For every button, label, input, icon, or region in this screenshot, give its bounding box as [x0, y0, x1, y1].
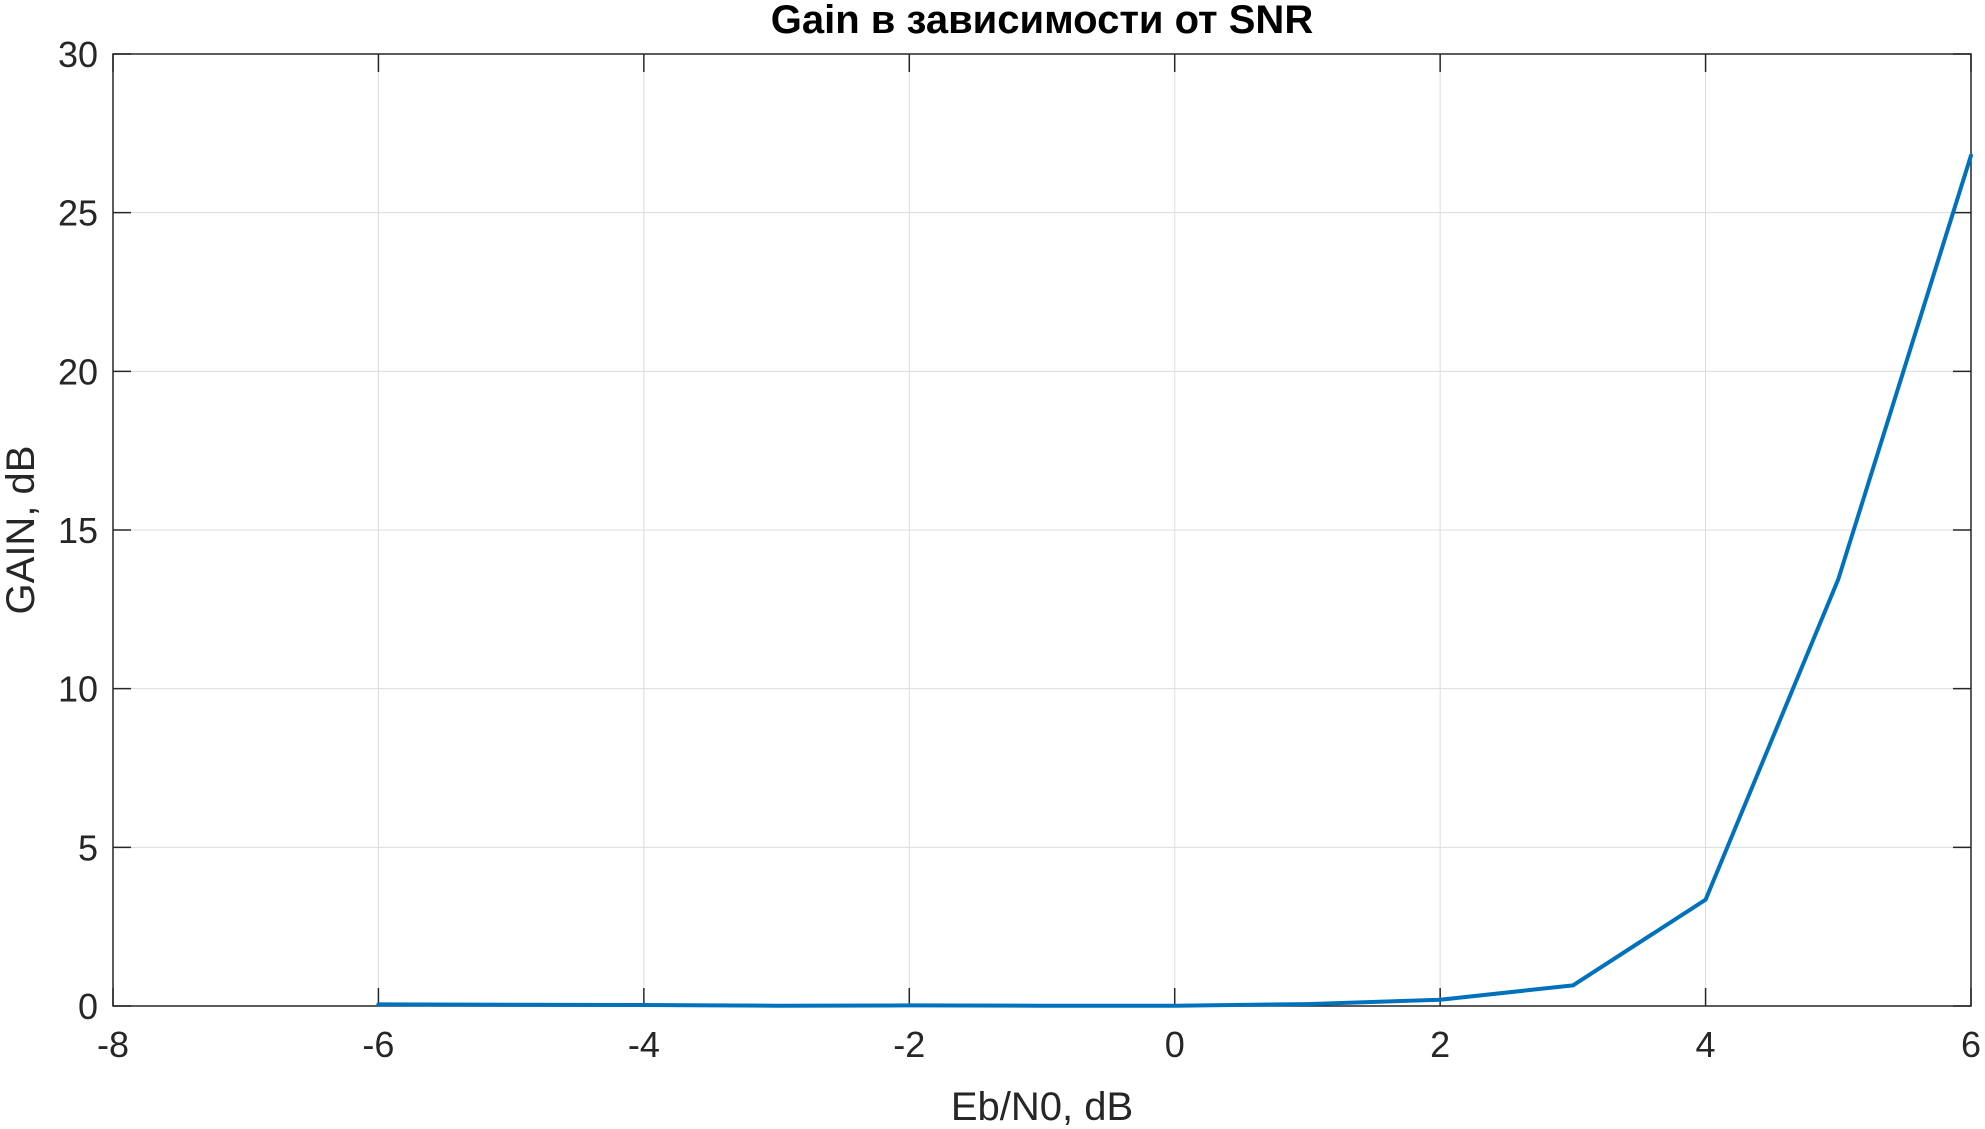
y-tick-labels: 0 5 10 15 20 25 30: [58, 34, 98, 1027]
series-layer: [376, 153, 1973, 1008]
y-tick-label: 25: [58, 193, 98, 234]
x-tick-label: -6: [362, 1024, 394, 1065]
x-tick-label: -2: [893, 1024, 925, 1065]
x-tick-label: 2: [1430, 1024, 1450, 1065]
x-axis-label: Eb/N0, dB: [951, 1085, 1133, 1129]
x-tick-label: 4: [1696, 1024, 1716, 1065]
y-tick-label: 0: [78, 986, 98, 1027]
y-axis-label: GAIN, dB: [0, 446, 43, 615]
y-tick-label: 15: [58, 510, 98, 551]
x-tick-label: 6: [1961, 1024, 1981, 1065]
x-tick-labels: -8 -6 -4 -2 0 2 4 6: [97, 1024, 1981, 1065]
y-tick-label: 30: [58, 34, 98, 75]
x-tick-label: -8: [97, 1024, 129, 1065]
chart-title: Gain в зависимости от SNR: [771, 0, 1314, 42]
y-tick-label: 10: [58, 669, 98, 710]
x-tick-label: 0: [1165, 1024, 1185, 1065]
x-tick-label: -4: [628, 1024, 660, 1065]
y-tick-label: 20: [58, 351, 98, 392]
y-tick-label: 5: [78, 827, 98, 868]
series-line: [376, 153, 1973, 1008]
